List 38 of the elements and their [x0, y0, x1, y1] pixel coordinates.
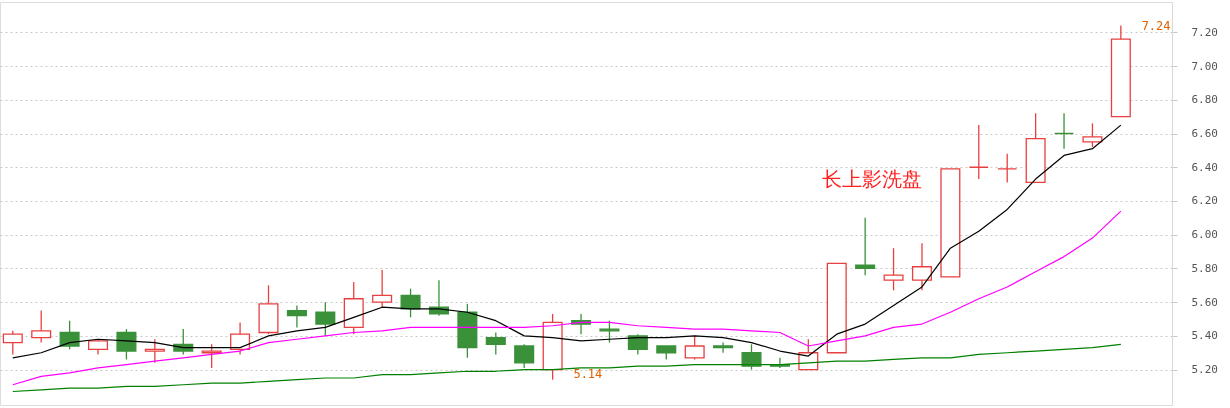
candlestick	[997, 153, 1018, 184]
annotation: 5.14	[573, 366, 603, 381]
candlestick	[1082, 122, 1103, 148]
y-tick-label: 7.00	[1191, 59, 1218, 73]
y-tick-label: 5.20	[1191, 363, 1218, 377]
annotation: 长上影洗盘	[822, 167, 922, 191]
candlestick	[883, 247, 904, 291]
y-tick-label: 6.40	[1191, 160, 1218, 174]
text: 7.24	[1141, 18, 1171, 33]
y-tick-label: 5.60	[1191, 295, 1218, 309]
line-series	[12, 210, 1122, 386]
candlestick	[855, 217, 876, 276]
y-tick-label: 5.40	[1191, 329, 1218, 343]
candlestick	[713, 341, 734, 354]
candlestick	[514, 343, 535, 369]
candlestick	[372, 269, 393, 308]
candlestick	[59, 320, 80, 351]
candlestick	[315, 301, 336, 337]
candlestick	[741, 343, 762, 371]
candlestick	[116, 328, 137, 361]
candlestick	[144, 338, 165, 364]
y-tick-label: 6.20	[1191, 194, 1218, 208]
y-tick-label: 7.20	[1191, 25, 1218, 39]
candlestick	[684, 335, 705, 361]
candlestick	[201, 343, 222, 369]
candlestick	[485, 331, 506, 356]
line-series	[12, 343, 1122, 393]
y-tick-label: 6.80	[1191, 93, 1218, 107]
candlestick	[911, 242, 932, 291]
candlestick	[599, 320, 620, 344]
y-tick-label: 6.00	[1191, 228, 1218, 242]
y-tick-label: 5.80	[1191, 261, 1218, 275]
candlestick	[968, 124, 989, 180]
candlestick	[1054, 112, 1075, 150]
candlestick	[286, 304, 307, 329]
candlestick	[400, 288, 421, 318]
y-tick-label: 6.60	[1191, 127, 1218, 141]
candlestick	[31, 309, 52, 344]
